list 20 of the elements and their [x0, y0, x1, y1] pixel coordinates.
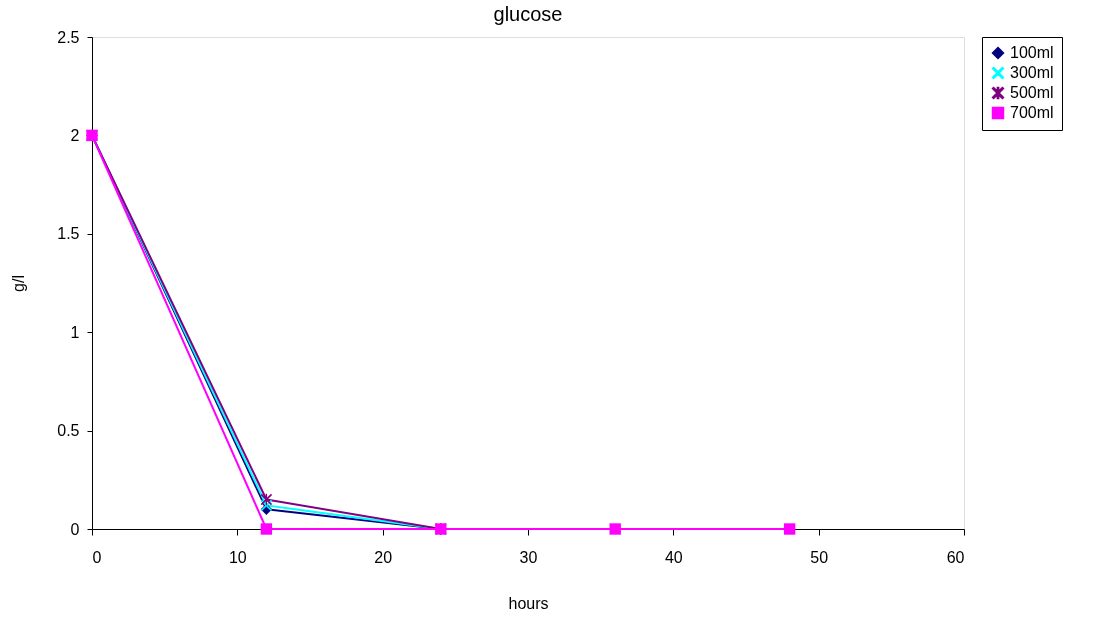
x-tick-label: 50: [810, 548, 829, 566]
y-tick-label: 2.5: [57, 28, 80, 46]
y-tick-label: 0.5: [57, 422, 80, 440]
x-tick-label: 60: [946, 548, 965, 566]
x-tick-label: 10: [228, 548, 247, 566]
legend-label: 700ml: [1010, 104, 1054, 121]
legend-label: 500ml: [1010, 84, 1054, 101]
x-tick-label: 20: [374, 548, 393, 566]
y-tick-label: 1: [70, 323, 80, 341]
x-tick-label: 30: [519, 548, 538, 566]
chart-title: glucose: [493, 3, 563, 25]
y-tick-label: 0: [70, 520, 80, 538]
x-tick-label: 0: [92, 548, 102, 566]
y-tick-label: 1.5: [57, 225, 80, 243]
y-axis-title: g/l: [10, 275, 28, 292]
x-tick-label: 40: [664, 548, 683, 566]
legend-label: 100ml: [1010, 44, 1054, 61]
y-tick-label: 2: [70, 126, 80, 144]
legend-label: 300ml: [1010, 64, 1054, 81]
x-axis-title: hours: [508, 594, 549, 612]
